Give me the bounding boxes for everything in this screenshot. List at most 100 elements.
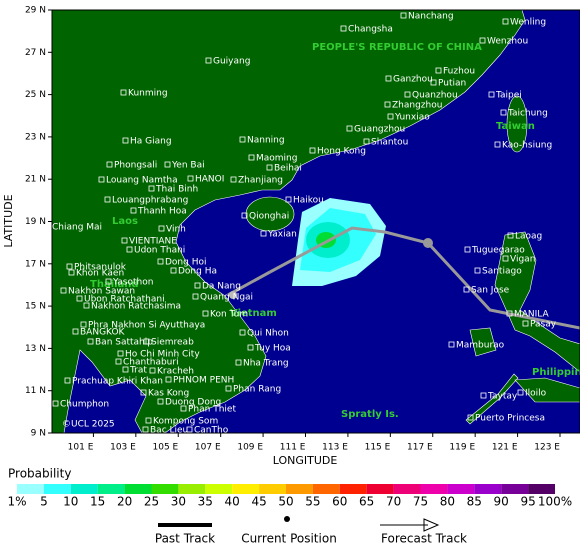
place-marker [76, 295, 83, 302]
scale-label: 30 [171, 495, 186, 509]
forecast-arrow [423, 518, 440, 532]
place-marker [60, 287, 67, 294]
forecast-track [269, 226, 580, 330]
lat-tick-label: 29 N [25, 6, 46, 16]
scale-swatch [286, 484, 313, 494]
place-label: Ha Giang [130, 137, 172, 147]
place-marker [157, 258, 164, 265]
place-marker [104, 196, 111, 203]
scale-swatch [205, 484, 233, 494]
place-marker [140, 389, 147, 396]
place-label: Wenling [510, 18, 546, 28]
place-marker [464, 246, 471, 253]
place-label: Trat [129, 366, 147, 376]
region-label: Thailand [90, 279, 139, 290]
past-position [229, 291, 237, 299]
legend-item: Past Track [155, 532, 215, 546]
place-marker [72, 328, 79, 335]
lat-tick-label: 23 N [25, 132, 46, 142]
scale-label: 75 [413, 495, 428, 509]
place-label: San Jose [471, 286, 510, 296]
scale-label: 35 [198, 495, 213, 509]
place-marker [122, 366, 129, 373]
place-label: Qui Nhon [247, 329, 289, 339]
scale-swatch [447, 484, 475, 494]
scale-swatch [151, 484, 179, 494]
scale-label: 45 [251, 495, 266, 509]
place-marker [430, 79, 437, 86]
place-marker [115, 358, 122, 365]
place-label: Kon Tum [210, 310, 248, 320]
place-marker [463, 286, 470, 293]
place-label: Da Nang [202, 282, 241, 292]
place-marker [194, 282, 201, 289]
place-marker [122, 137, 129, 144]
scale-swatch [501, 484, 529, 494]
place-label: Tuy Hoa [254, 344, 291, 354]
place-marker [404, 91, 411, 98]
place-label: Yunxiao [394, 113, 430, 123]
hainan [245, 196, 295, 232]
place-label: Yaxian [267, 230, 297, 240]
scale-label: 80 [440, 495, 455, 509]
place-label: Udon Thani [134, 246, 185, 256]
scale-label: 20 [117, 495, 132, 509]
lat-tick-label: 11 N [25, 386, 46, 396]
place-marker [260, 230, 267, 237]
place-label: Siemreab [151, 338, 194, 348]
place-label: Phitsanulok [74, 263, 127, 273]
place-label: Taipei [495, 91, 522, 101]
region-label: Laos [112, 216, 138, 227]
place-marker [143, 338, 150, 345]
lat-tick-label: 21 N [25, 175, 46, 185]
scale-swatch [232, 484, 260, 494]
place-marker [363, 138, 370, 145]
place-marker [488, 91, 495, 98]
scale-label: 40 [225, 495, 240, 509]
place-marker [247, 344, 254, 351]
place-marker [400, 12, 407, 19]
place-marker [83, 302, 90, 309]
place-label: Changsha [348, 25, 393, 35]
scale-label: 50 [278, 495, 293, 509]
region-label: Spratly Is. [341, 409, 399, 420]
scale-label: 100% [538, 495, 572, 509]
place-label: Dong Ha [178, 267, 217, 277]
place-label: Mamburao [456, 341, 505, 351]
scale-swatch [420, 484, 448, 494]
taiwan [506, 95, 528, 153]
region-label: Taiwan [496, 121, 535, 132]
place-label: Tuguegarao [471, 246, 525, 256]
place-label: Phan Rang [233, 385, 281, 395]
scale-label: 90 [494, 495, 509, 509]
place-label: Duong Dong [165, 398, 221, 408]
place-marker [507, 232, 514, 239]
place-label: Guangzhou [354, 125, 405, 135]
place-marker [192, 293, 199, 300]
scale-swatch [70, 484, 98, 494]
region-label: Philippines [532, 367, 580, 378]
place-label: HANOI [195, 175, 224, 185]
place-label: Qionghai [249, 212, 289, 222]
place-label: Ubon Ratchathani [84, 295, 165, 305]
past-track [227, 270, 271, 297]
scale-swatch [528, 484, 555, 494]
place-label: Kracheh [157, 367, 194, 377]
scale-label: 1% [7, 495, 26, 509]
place-marker [130, 207, 137, 214]
place-label: Phan Thiet [188, 405, 236, 415]
place-marker [87, 338, 94, 345]
mainland [52, 10, 526, 433]
scale-label: 55 [305, 495, 320, 509]
region-label: PEOPLE'S REPUBLIC OF CHINA [312, 42, 482, 53]
place-marker [126, 246, 133, 253]
place-marker [180, 405, 187, 412]
place-label: Hong Kong [317, 147, 366, 157]
lat-tick-label: 27 N [25, 48, 46, 58]
scale-label: 65 [359, 495, 374, 509]
visayas [514, 377, 580, 403]
lon-tick-label: 115 E [365, 443, 391, 453]
scale-swatch [124, 484, 152, 494]
scale-swatch [474, 484, 502, 494]
lat-tick-label: 15 N [25, 302, 46, 312]
